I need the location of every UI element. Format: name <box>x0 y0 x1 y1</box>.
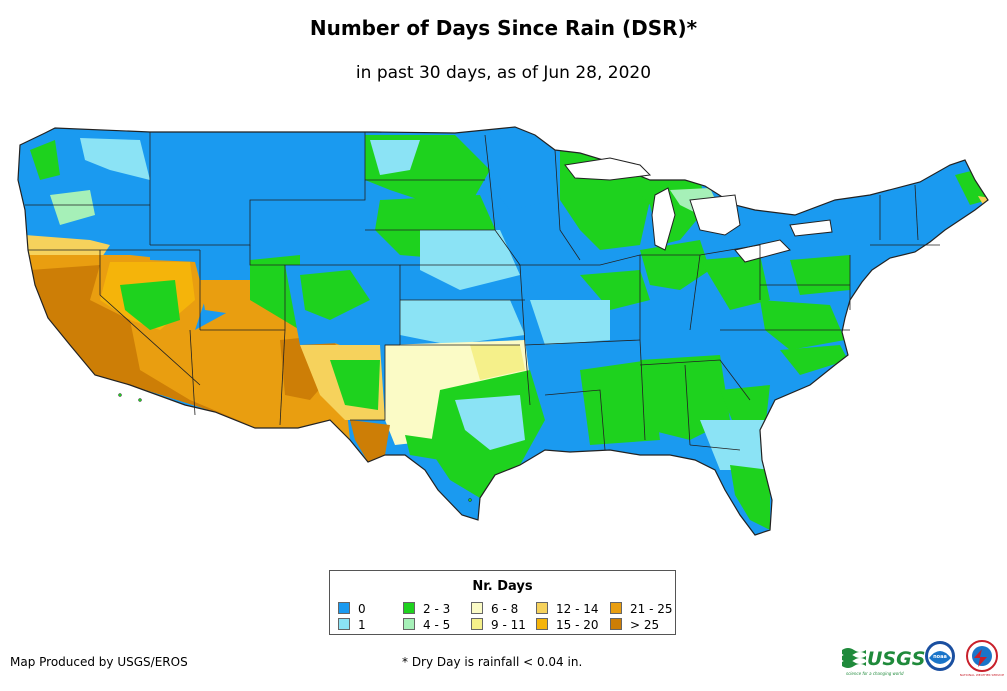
legend-item: 12 - 14 <box>536 602 599 616</box>
credit-text: Map Produced by USGS/EROS <box>10 655 188 669</box>
legend-item: 4 - 5 <box>403 618 451 632</box>
legend-item: > 25 <box>610 618 660 632</box>
legend-label: 0 <box>358 602 366 616</box>
legend-item: 2 - 3 <box>403 602 451 616</box>
noaa-wordmark: noaa <box>933 654 947 660</box>
legend: Nr. Days 0 1 2 - 3 4 - 5 6 - 8 9 - 11 12 - 14 1… <box>329 570 676 635</box>
lake-erie <box>734 239 791 263</box>
legend-swatch <box>338 602 350 614</box>
legend-swatch <box>610 618 622 630</box>
agency-logos: USGS science for a changing world noaa N… <box>842 640 1005 677</box>
legend-label: 2 - 3 <box>423 602 451 616</box>
lake-michigan <box>651 187 676 251</box>
legend-swatch <box>610 602 622 614</box>
noaa-logo: noaa <box>925 641 955 671</box>
legend-swatch <box>471 602 483 614</box>
legend-item: 6 - 8 <box>471 602 519 616</box>
dry-day-footnote: * Dry Day is rainfall < 0.04 in. <box>402 655 583 669</box>
lake-superior <box>564 157 652 181</box>
legend-swatch <box>471 618 483 630</box>
legend-item: 21 - 25 <box>610 602 673 616</box>
coastal-islands <box>118 393 472 502</box>
nws-logo: NATIONAL WEATHER SERVICE <box>960 640 1005 677</box>
usgs-logo: USGS science for a changing world <box>842 648 925 676</box>
legend-label: > 25 <box>630 618 660 632</box>
legend-swatch <box>338 618 350 630</box>
legend-label: 9 - 11 <box>491 618 526 632</box>
usgs-wordmark: USGS <box>867 648 925 670</box>
lake-ontario <box>789 219 833 237</box>
legend-label: 15 - 20 <box>556 618 599 632</box>
legend-item: 0 <box>338 602 366 616</box>
legend-item: 1 <box>338 618 366 632</box>
legend-label: 4 - 5 <box>423 618 451 632</box>
map-subtitle: in past 30 days, as of Jun 28, 2020 <box>355 63 652 83</box>
legend-label: 6 - 8 <box>491 602 519 616</box>
legend-label: 1 <box>358 618 366 632</box>
legend-title: Nr. Days <box>472 579 533 594</box>
dsr-zones <box>20 135 988 530</box>
legend-swatch <box>403 618 415 630</box>
map-title: Number of Days Since Rain (DSR)* <box>309 16 698 40</box>
legend-label: 12 - 14 <box>556 602 599 616</box>
legend-swatch <box>403 602 415 614</box>
legend-item: 15 - 20 <box>536 618 599 632</box>
nws-wordmark: NATIONAL WEATHER SERVICE <box>960 673 1005 677</box>
usgs-tagline: science for a changing world <box>846 671 904 676</box>
legend-swatch <box>536 602 548 614</box>
state-borders <box>25 132 940 451</box>
lake-huron <box>689 194 741 236</box>
legend-item: 9 - 11 <box>471 618 526 632</box>
legend-swatch <box>536 618 548 630</box>
legend-label: 21 - 25 <box>630 602 673 616</box>
